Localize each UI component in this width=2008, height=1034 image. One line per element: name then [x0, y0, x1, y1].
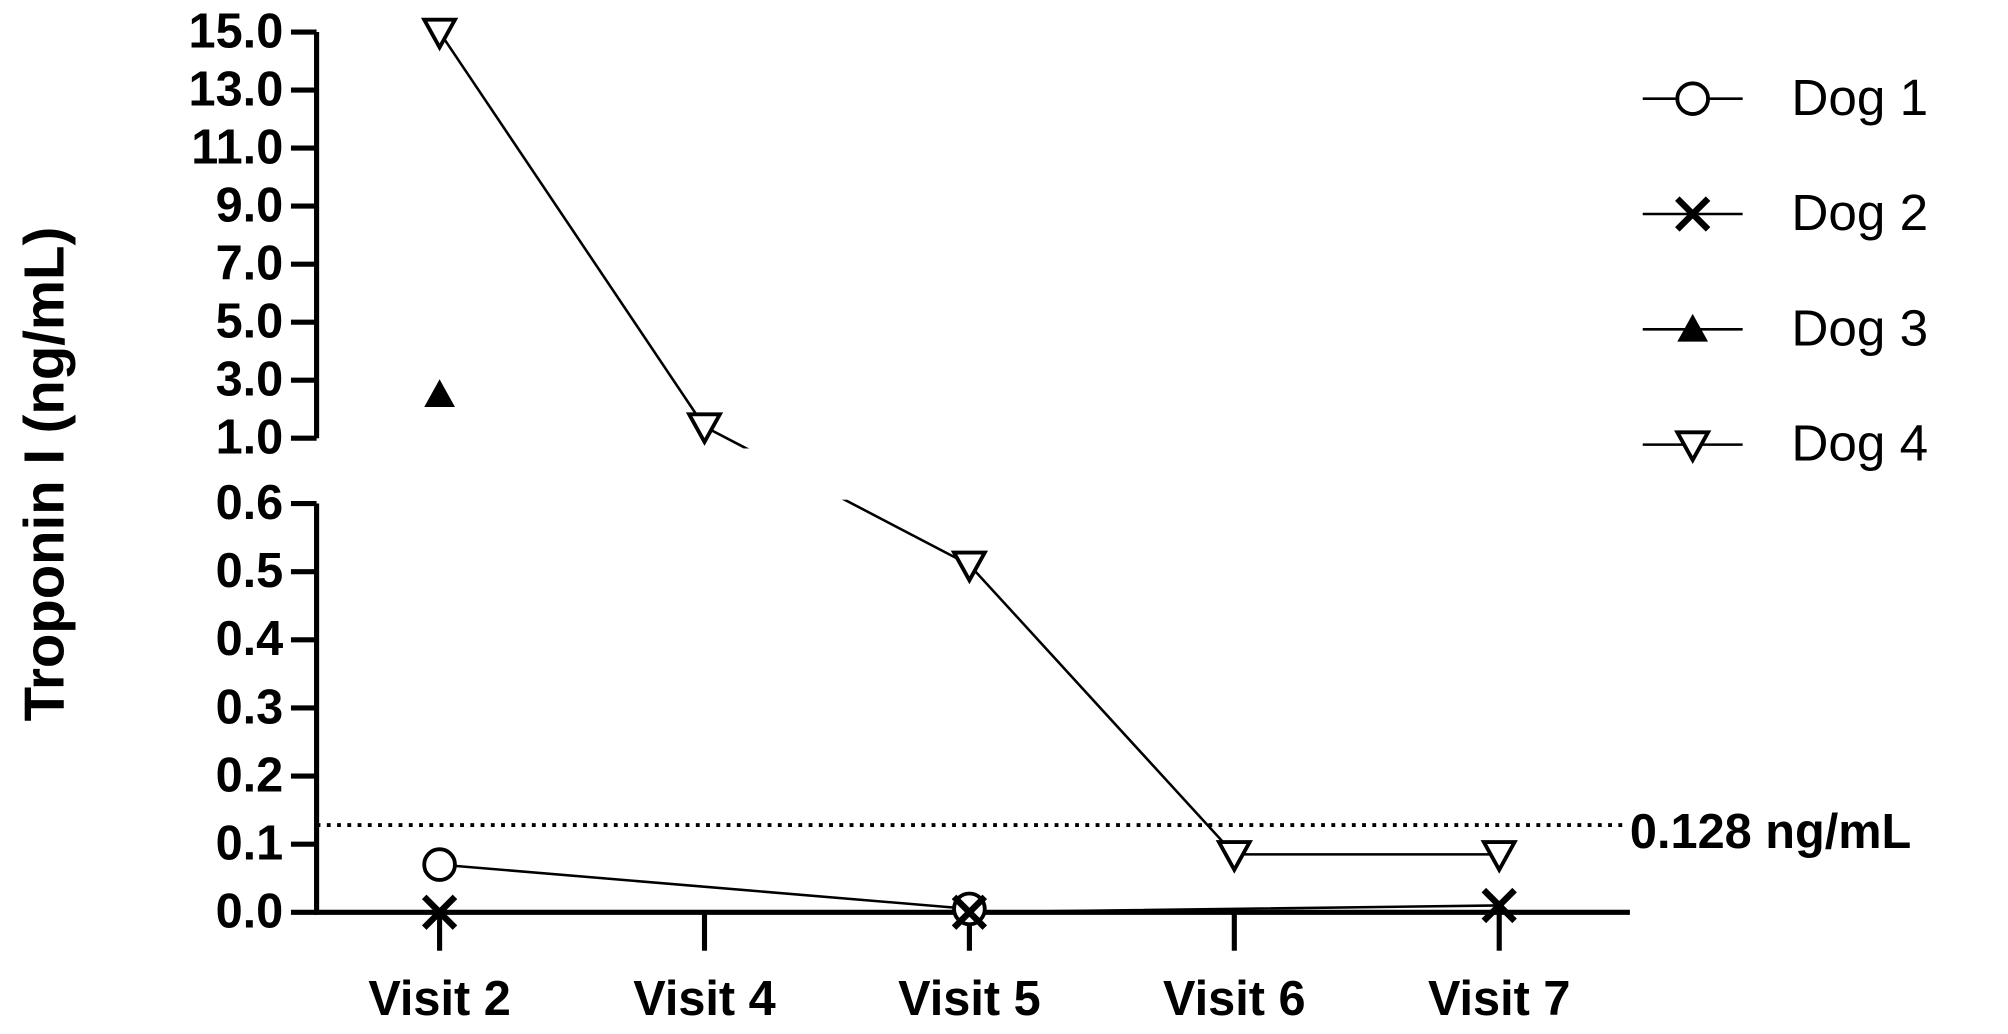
- y-tick-label: 13.0: [189, 62, 284, 116]
- x-tick-label: Visit 4: [633, 972, 776, 1026]
- legend-label: Dog 1: [1791, 69, 1928, 126]
- legend-marker: [1675, 81, 1710, 116]
- y-tick-label: 0.1: [216, 817, 284, 871]
- y-tick-label: 15.0: [189, 4, 284, 58]
- legend-label: Dog 3: [1791, 299, 1928, 356]
- legend-marker: [1677, 313, 1709, 342]
- data-point: [1481, 887, 1517, 924]
- x-tick-label: Visit 5: [898, 972, 1041, 1026]
- y-tick-label: 0.5: [216, 544, 284, 598]
- y-tick-label: 0.3: [216, 680, 284, 734]
- series-line: [438, 31, 1500, 856]
- y-tick-label: 0.0: [216, 885, 284, 939]
- y-tick-label: 0.2: [216, 748, 284, 802]
- data-point: [1480, 840, 1518, 874]
- data-point: [951, 894, 988, 930]
- y-tick-label: 11.0: [191, 121, 283, 175]
- data-point: [422, 847, 457, 882]
- legend-marker: [1675, 196, 1711, 232]
- data-point: [950, 550, 989, 585]
- y-tick-label: 5.0: [216, 295, 284, 349]
- data-point: [420, 17, 459, 52]
- y-tick-label: 7.0: [216, 237, 284, 291]
- data-point: [685, 412, 724, 446]
- axis-break: [320, 448, 1634, 500]
- legend-label: Dog 4: [1791, 415, 1928, 472]
- x-tick-label: Visit 7: [1428, 972, 1571, 1026]
- x-tick-label: Visit 6: [1163, 972, 1306, 1026]
- y-tick-label: 0.4: [216, 612, 284, 666]
- legend-label: Dog 2: [1791, 184, 1928, 241]
- y-axis-title: Troponin I (ng/mL): [13, 227, 76, 722]
- data-point: [421, 894, 458, 930]
- data-point: [1215, 840, 1253, 874]
- data-point: [424, 379, 455, 407]
- y-tick-label: 9.0: [216, 179, 284, 233]
- y-tick-label: 0.6: [216, 476, 284, 530]
- reference-label: 0.128 ng/mL: [1630, 805, 1911, 859]
- x-tick-label: Visit 2: [368, 972, 511, 1026]
- series-line: [439, 863, 970, 911]
- legend-marker: [1674, 430, 1712, 464]
- y-tick-label: 1.0: [216, 411, 284, 465]
- y-tick-label: 3.0: [216, 353, 284, 407]
